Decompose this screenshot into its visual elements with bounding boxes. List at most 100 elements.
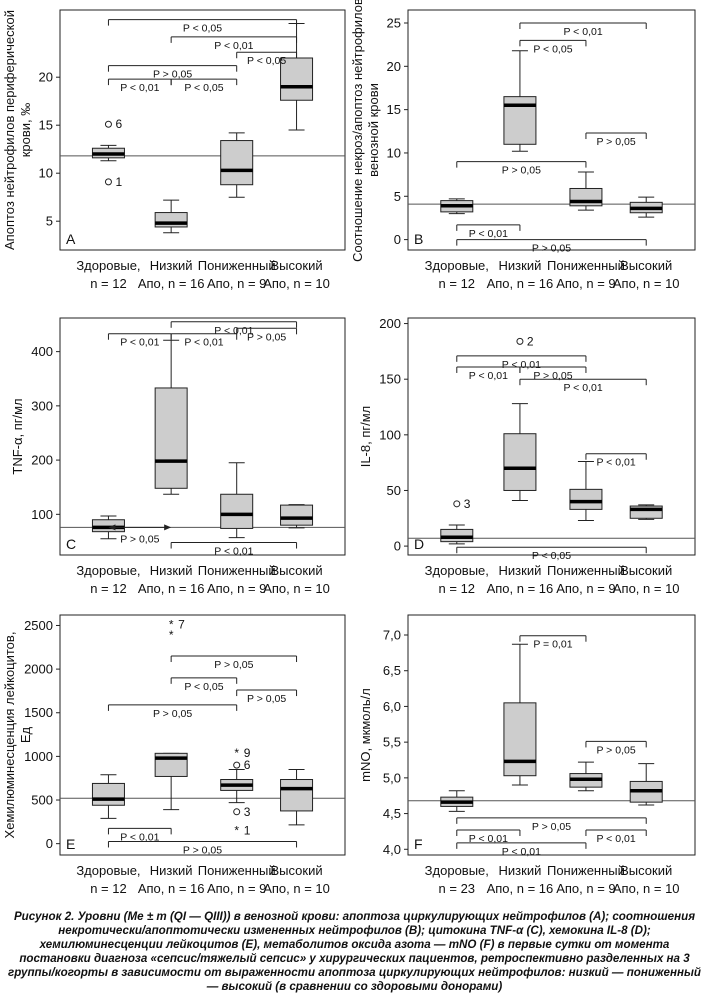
outlier-label: 2 <box>527 334 534 348</box>
comparison-label: P < 0,01 <box>469 228 508 240</box>
category-label: n = 23 <box>439 881 476 896</box>
comparison-label: P < 0,01 <box>120 82 159 94</box>
panel-b: 0 5 10 15 20 25 P < 0,01 P < 0,05 P > 0,05 P > 0,… <box>350 0 696 291</box>
y-tick-label: 0 <box>394 539 401 554</box>
category-label: Апо, n = 9 <box>556 276 615 291</box>
comparison-label: P > 0,05 <box>533 370 572 382</box>
y-axis-label-line: венозной крови <box>366 83 381 177</box>
y-tick-label: 150 <box>379 372 401 387</box>
panel-letter: B <box>414 231 423 247</box>
y-tick-label: 2000 <box>24 662 53 677</box>
y-axis-label-line: Ед <box>18 726 33 743</box>
y-tick-label: 7,0 <box>383 628 401 643</box>
plot-frame <box>59 9 346 251</box>
category-label: Низкий <box>499 563 542 578</box>
outlier-label: 3 <box>464 497 471 511</box>
comparison-label: P > 0,05 <box>247 693 286 705</box>
panel-letter: D <box>414 536 424 552</box>
category-label: Низкий <box>150 563 193 578</box>
category-label: Высокий <box>620 563 672 578</box>
box <box>91 782 125 806</box>
y-tick-label: 5,5 <box>383 735 401 750</box>
plot-frame <box>407 614 696 856</box>
comparison-label: P < 0,01 <box>596 457 635 469</box>
arrowhead-left <box>108 524 116 531</box>
y-tick-label: 0 <box>394 232 401 247</box>
category-label: Пониженный <box>547 563 625 578</box>
category-label: Здоровые, <box>425 863 489 878</box>
comparison-label: P < 0,01 <box>120 337 159 349</box>
panel-letter: E <box>66 836 75 852</box>
category-label: Пониженный <box>547 863 625 878</box>
category-label: Апо, n = 10 <box>263 881 330 896</box>
comparison-label: P < 0,01 <box>214 546 253 558</box>
outlier-label: 7 <box>178 618 185 632</box>
y-tick-label: 4,5 <box>383 806 401 821</box>
comparison-label: P < 0,05 <box>184 82 223 94</box>
category-label: Здоровые, <box>425 563 489 578</box>
y-tick-label: 2500 <box>24 618 53 633</box>
category-label: Низкий <box>499 863 542 878</box>
y-tick-label: 1500 <box>24 705 53 720</box>
category-label: Здоровые, <box>425 258 489 273</box>
y-tick-label: 5 <box>46 214 53 229</box>
category-label: n = 12 <box>90 881 127 896</box>
y-tick-label: 6,0 <box>383 699 401 714</box>
category-label: Апо, n = 9 <box>207 881 266 896</box>
box <box>503 702 537 777</box>
category-label: Апо, n = 16 <box>138 581 205 596</box>
plot-frame <box>407 317 696 556</box>
y-tick-label: 10 <box>39 166 53 181</box>
plot-frame <box>59 614 346 856</box>
category-label: Апо, n = 9 <box>556 581 615 596</box>
outlier-circle <box>233 761 241 769</box>
comparison-label: P > 0,05 <box>153 69 192 81</box>
category-label: Апо, n = 10 <box>613 581 680 596</box>
comparison-label: P < 0,05 <box>184 681 223 693</box>
comparison-label: P < 0,01 <box>502 359 541 371</box>
arrowhead-right <box>164 524 172 531</box>
box <box>154 387 188 489</box>
category-label: Здоровые, <box>76 563 140 578</box>
category-label: Пониженный <box>198 563 276 578</box>
panel-letter: C <box>66 536 76 552</box>
comparison-label: P > 0,05 <box>596 136 635 148</box>
y-tick-label: 0 <box>46 836 53 851</box>
comparison-label: P > 0,05 <box>502 165 541 177</box>
y-tick-label: 25 <box>387 15 401 30</box>
box <box>220 140 254 186</box>
comparison-label: P < 0,01 <box>502 846 541 858</box>
comparison-label: P < 0,05 <box>183 23 222 35</box>
caption-text: Уровни (Me ± m (QI — QIII)) в венозной к… <box>8 910 701 993</box>
category-label: n = 12 <box>90 276 127 291</box>
y-tick-label: 100 <box>379 427 401 442</box>
category-label: Пониженный <box>198 258 276 273</box>
outlier-circle <box>233 808 241 816</box>
category-label: Пониженный <box>198 863 276 878</box>
comparison-label: P < 0,01 <box>563 382 602 394</box>
category-label: Низкий <box>499 258 542 273</box>
outlier-label: 1 <box>115 175 122 189</box>
y-tick-label: 300 <box>31 398 53 413</box>
outlier-star: * <box>234 746 239 760</box>
outlier-label: 1 <box>244 824 251 838</box>
y-axis-label-line: Апоптоз нейтрофилов периферической <box>2 10 17 250</box>
category-label: Пониженный <box>547 258 625 273</box>
outlier-circle <box>516 337 524 345</box>
y-tick-label: 10 <box>387 145 401 160</box>
comparison-label: P > 0,05 <box>183 844 222 856</box>
category-label: n = 12 <box>439 581 476 596</box>
y-tick-label: 400 <box>31 344 53 359</box>
category-label: Апо, n = 16 <box>487 581 554 596</box>
comparison-label: P < 0,01 <box>563 26 602 38</box>
outlier-star: * <box>234 824 239 838</box>
comparison-label: P > 0,05 <box>214 659 253 671</box>
box <box>503 433 537 491</box>
category-label: Высокий <box>270 563 322 578</box>
category-label: Апо, n = 16 <box>138 276 205 291</box>
box <box>280 57 314 101</box>
y-axis-label-line: крови, ‰ <box>18 103 33 158</box>
y-axis-label: Хемилюминесценция лейкоцитов,Ед <box>2 632 33 839</box>
